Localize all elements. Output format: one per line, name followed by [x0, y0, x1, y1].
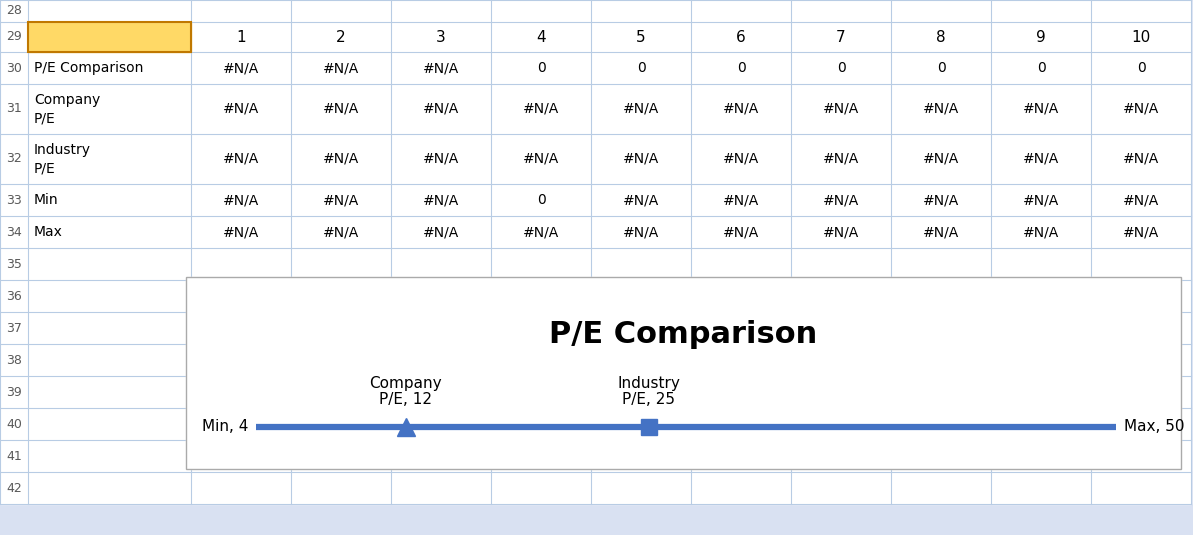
Text: #N/A: #N/A	[223, 61, 259, 75]
Text: Company: Company	[370, 376, 441, 391]
Text: 5: 5	[636, 29, 645, 44]
Text: #N/A: #N/A	[1123, 225, 1160, 239]
Text: 30: 30	[6, 62, 21, 74]
Bar	[186, 277, 1181, 469]
Text: #N/A: #N/A	[1022, 102, 1059, 116]
Text: P/E: P/E	[33, 161, 56, 175]
Text: Max, 50: Max, 50	[1124, 419, 1185, 434]
Text: #N/A: #N/A	[422, 193, 459, 207]
Text: #N/A: #N/A	[523, 225, 560, 239]
Text: 9: 9	[1037, 29, 1046, 44]
Bar	[27, 22, 191, 52]
Text: 29: 29	[6, 30, 21, 43]
Text: 4: 4	[536, 29, 546, 44]
Text: #N/A: #N/A	[923, 225, 959, 239]
Text: Max: Max	[33, 225, 63, 239]
Text: #N/A: #N/A	[723, 225, 759, 239]
Text: 0: 0	[937, 61, 945, 75]
Text: 8: 8	[937, 29, 946, 44]
Text: #N/A: #N/A	[923, 193, 959, 207]
Text: #N/A: #N/A	[323, 152, 359, 166]
Text: 3: 3	[437, 29, 446, 44]
Text: 0: 0	[637, 61, 645, 75]
Text: 28: 28	[6, 4, 21, 18]
Text: 37: 37	[6, 322, 21, 334]
Text: 33: 33	[6, 194, 21, 207]
Text: #N/A: #N/A	[422, 102, 459, 116]
Text: #N/A: #N/A	[623, 193, 659, 207]
Text: 34: 34	[6, 225, 21, 239]
Text: 7: 7	[836, 29, 846, 44]
Text: #N/A: #N/A	[1022, 152, 1059, 166]
Text: P/E Comparison: P/E Comparison	[549, 320, 817, 349]
Text: #N/A: #N/A	[223, 225, 259, 239]
Text: 0: 0	[1037, 61, 1045, 75]
Bar	[27, 22, 191, 52]
Text: #N/A: #N/A	[623, 225, 659, 239]
Text: P/E, 25: P/E, 25	[622, 392, 675, 407]
Text: #N/A: #N/A	[1022, 193, 1059, 207]
Text: 40: 40	[6, 417, 21, 431]
Text: #N/A: #N/A	[323, 61, 359, 75]
Text: #N/A: #N/A	[823, 193, 859, 207]
Text: Min: Min	[33, 193, 58, 207]
Text: 10: 10	[1131, 29, 1150, 44]
Text: #N/A: #N/A	[1123, 152, 1160, 166]
Bar	[186, 277, 1181, 469]
Text: 0: 0	[537, 61, 545, 75]
Text: #N/A: #N/A	[523, 102, 560, 116]
Text: 6: 6	[736, 29, 746, 44]
Text: 41: 41	[6, 449, 21, 462]
Text: #N/A: #N/A	[623, 152, 659, 166]
Text: 0: 0	[836, 61, 846, 75]
Text: #N/A: #N/A	[923, 152, 959, 166]
Text: #N/A: #N/A	[723, 193, 759, 207]
Text: #N/A: #N/A	[1022, 225, 1059, 239]
Text: #N/A: #N/A	[323, 193, 359, 207]
Text: 1: 1	[236, 29, 246, 44]
Text: 42: 42	[6, 482, 21, 494]
Text: Industry: Industry	[617, 376, 680, 391]
Text: #N/A: #N/A	[1123, 193, 1160, 207]
Text: 39: 39	[6, 386, 21, 399]
Text: #N/A: #N/A	[223, 152, 259, 166]
Text: #N/A: #N/A	[723, 152, 759, 166]
Text: #N/A: #N/A	[223, 193, 259, 207]
Text: #N/A: #N/A	[623, 102, 659, 116]
Text: #N/A: #N/A	[323, 102, 359, 116]
Text: 0: 0	[1137, 61, 1145, 75]
Text: Industry: Industry	[33, 143, 91, 157]
Text: #N/A: #N/A	[923, 102, 959, 116]
Text: 2: 2	[336, 29, 346, 44]
Text: P/E Comparison: P/E Comparison	[33, 61, 143, 75]
Text: 0: 0	[736, 61, 746, 75]
Text: #N/A: #N/A	[422, 152, 459, 166]
Text: P/E: P/E	[33, 111, 56, 125]
Text: #N/A: #N/A	[823, 152, 859, 166]
Text: 36: 36	[6, 289, 21, 302]
Text: #N/A: #N/A	[723, 102, 759, 116]
Text: Min, 4: Min, 4	[202, 419, 248, 434]
Text: P/E, 12: P/E, 12	[379, 392, 432, 407]
Text: #N/A: #N/A	[422, 225, 459, 239]
Text: Company: Company	[33, 93, 100, 107]
Text: 0: 0	[537, 193, 545, 207]
Text: 35: 35	[6, 257, 21, 271]
Text: #N/A: #N/A	[223, 102, 259, 116]
Text: #N/A: #N/A	[823, 225, 859, 239]
Text: #N/A: #N/A	[323, 225, 359, 239]
Text: 31: 31	[6, 103, 21, 116]
Text: #N/A: #N/A	[523, 152, 560, 166]
Text: #N/A: #N/A	[823, 102, 859, 116]
Text: #N/A: #N/A	[422, 61, 459, 75]
Text: 32: 32	[6, 152, 21, 165]
Text: 38: 38	[6, 354, 21, 366]
Text: #N/A: #N/A	[1123, 102, 1160, 116]
